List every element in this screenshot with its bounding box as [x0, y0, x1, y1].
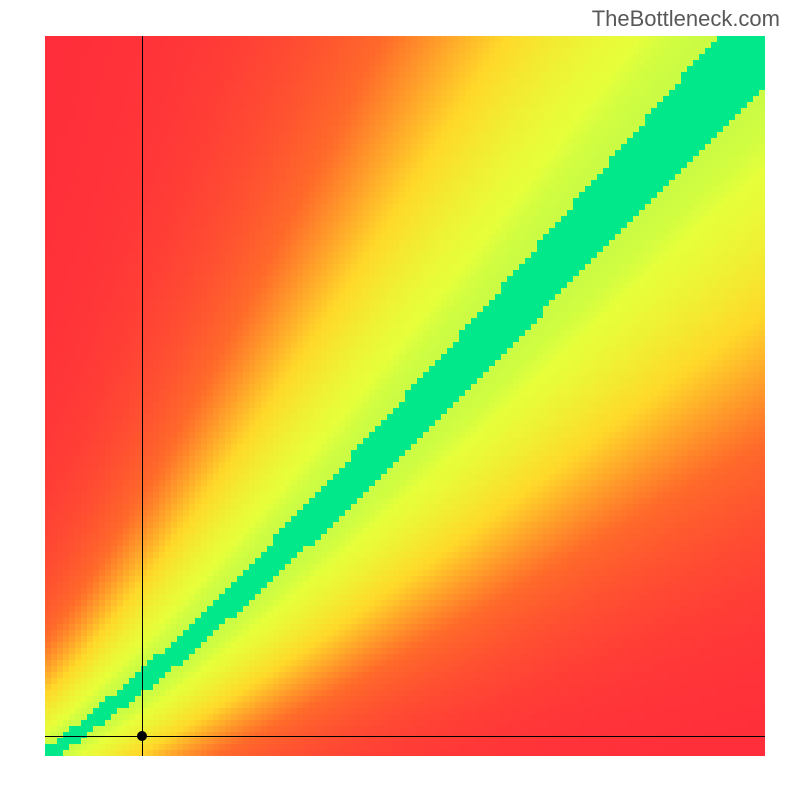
container: TheBottleneck.com [0, 0, 800, 800]
watermark-text: TheBottleneck.com [592, 6, 780, 32]
crosshair-vertical [142, 36, 143, 756]
crosshair-marker-dot [137, 731, 147, 741]
crosshair-horizontal [45, 736, 765, 737]
heatmap-canvas [45, 36, 765, 756]
bottleneck-heatmap [45, 36, 765, 756]
